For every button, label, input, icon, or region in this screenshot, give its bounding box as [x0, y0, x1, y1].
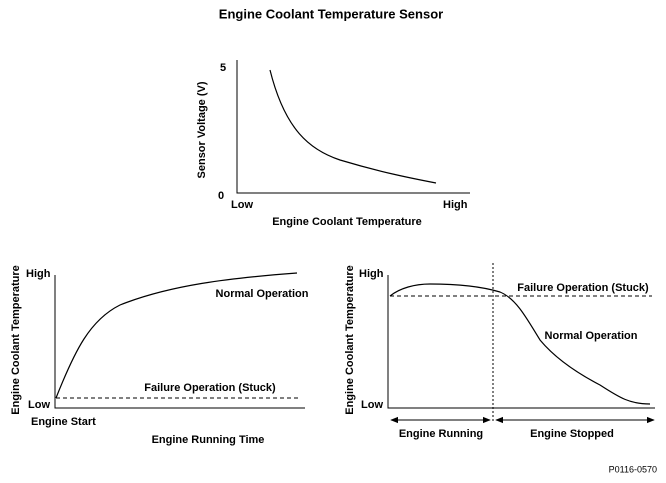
- y-label: Engine Coolant Temperature: [344, 265, 356, 415]
- stopped-label: Engine Stopped: [530, 428, 614, 440]
- x-label: Engine Running Time: [152, 434, 265, 446]
- y-tick: Low: [361, 399, 383, 411]
- x-tick: Low: [231, 199, 253, 211]
- y-tick: 5: [220, 62, 226, 74]
- running-label: Engine Running: [399, 428, 483, 440]
- top-chart: 5 0 Low High Engine Coolant Temperature …: [196, 60, 470, 228]
- normal-label: Normal Operation: [545, 330, 638, 342]
- axes: [236, 60, 470, 194]
- curve: [55, 272, 298, 399]
- y-label: Engine Coolant Temperature: [10, 265, 22, 415]
- y-tick: High: [26, 268, 51, 280]
- y-label: Sensor Voltage (V): [196, 81, 208, 178]
- normal-label: Normal Operation: [216, 288, 309, 300]
- failure-label: Failure Operation (Stuck): [517, 282, 649, 294]
- x-start: Engine Start: [31, 416, 96, 428]
- y-tick: Low: [28, 399, 50, 411]
- axes: [54, 275, 305, 409]
- y-tick: High: [359, 268, 384, 280]
- axes: [387, 275, 655, 409]
- failure-label: Failure Operation (Stuck): [144, 382, 276, 394]
- x-tick: High: [443, 199, 468, 211]
- figure-id: P0116-0570: [609, 464, 657, 474]
- x-label: Engine Coolant Temperature: [272, 216, 422, 228]
- y-tick: 0: [218, 190, 224, 202]
- curve: [389, 283, 651, 405]
- title: Engine Coolant Temperature Sensor: [219, 6, 443, 21]
- right-chart: High Low Engine Coolant Temperature Fail…: [344, 263, 655, 440]
- left-chart: High Low Engine Coolant Temperature Engi…: [10, 265, 309, 446]
- curve: [269, 69, 437, 184]
